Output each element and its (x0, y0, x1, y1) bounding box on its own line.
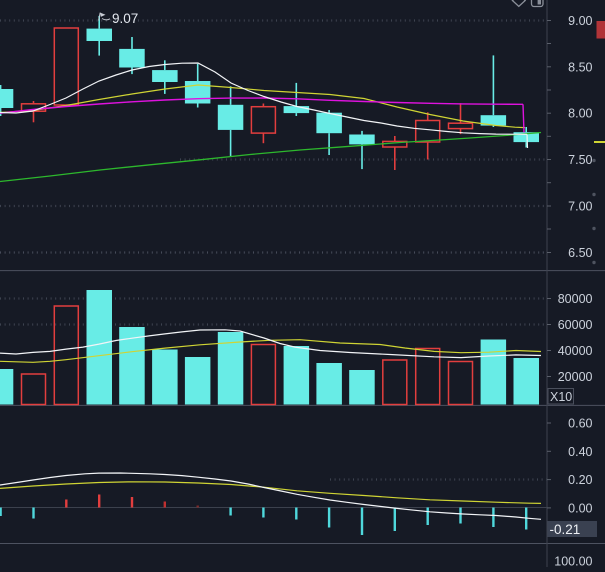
svg-text:8.00: 8.00 (568, 107, 592, 121)
svg-text:0.20: 0.20 (568, 473, 592, 487)
svg-text:80000: 80000 (558, 292, 593, 306)
svg-text:40000: 40000 (558, 344, 593, 358)
svg-text:60000: 60000 (558, 318, 593, 332)
svg-text:100.00: 100.00 (554, 555, 592, 568)
svg-text:X10: X10 (550, 390, 572, 404)
svg-text:9.07: 9.07 (112, 11, 138, 26)
svg-text:-0.21: -0.21 (550, 522, 581, 537)
svg-text:20000: 20000 (558, 370, 593, 384)
svg-text:6.50: 6.50 (568, 246, 592, 260)
svg-text:0.60: 0.60 (568, 417, 592, 431)
svg-text:0.40: 0.40 (568, 445, 592, 459)
svg-text:8.50: 8.50 (568, 60, 592, 74)
svg-text:7.50: 7.50 (568, 153, 592, 167)
svg-text:9.00: 9.00 (568, 14, 592, 28)
svg-text:7.00: 7.00 (568, 199, 592, 213)
svg-text:0.00: 0.00 (568, 501, 592, 515)
